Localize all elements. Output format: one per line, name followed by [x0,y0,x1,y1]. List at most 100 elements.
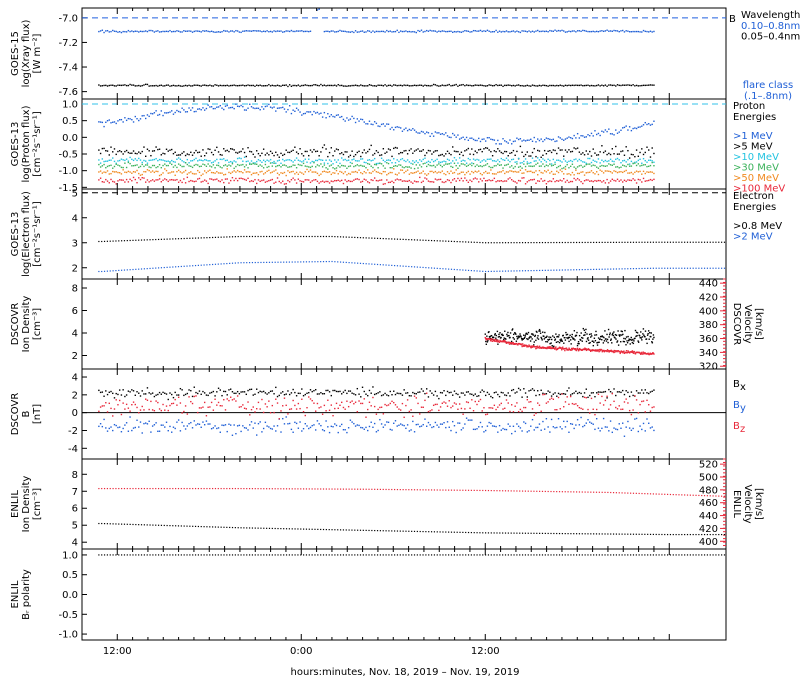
data-point [604,129,607,131]
data-point [648,392,650,395]
data-point [148,159,150,162]
data-point [542,158,544,160]
data-point [597,341,599,344]
data-point [453,150,456,152]
data-point [235,432,237,435]
data-point [118,179,121,181]
data-point [259,84,261,86]
data-point [117,180,119,182]
data-point [328,409,331,411]
data-point [171,431,173,433]
data-point [386,421,388,423]
data-point [219,431,221,433]
data-point [611,172,614,174]
data-point [349,401,352,404]
data-point [502,340,504,343]
data-point [136,118,138,120]
data-point [509,139,511,141]
data-point [158,163,161,166]
data-point [252,107,254,109]
data-point [439,30,442,33]
data-point [306,179,308,181]
data-point [271,31,274,33]
data-point [337,390,339,393]
data-point [606,130,608,133]
data-point [563,173,565,175]
data-point [644,159,646,162]
data-point [365,161,367,164]
data-point [219,31,221,33]
data-point [573,177,575,180]
data-point [360,402,362,405]
data-point [292,177,294,179]
data-point [517,166,520,168]
data-point [587,419,589,421]
data-point [429,181,431,183]
data-point [151,392,154,394]
data-point [344,408,346,410]
data-point [484,180,487,182]
data-point [537,149,539,152]
data-point [247,107,249,109]
data-point [580,30,582,33]
data-point [396,147,398,149]
data-point [353,155,355,158]
data-point [386,85,388,87]
data-point [282,391,284,393]
data-point [531,338,533,340]
data-point [250,388,253,390]
data-point [587,268,589,271]
data-point [429,390,431,392]
data-point [210,391,213,394]
data-point [382,165,385,167]
data-point [582,29,584,32]
data-point [313,1,314,2]
data-point [122,427,124,430]
data-point [524,158,527,160]
data-point [223,174,225,176]
data-point [491,31,494,33]
data-point [512,411,515,413]
data-point [269,427,272,430]
data-point [328,171,331,173]
data-point [245,84,248,87]
data-point [118,159,121,162]
data-point [238,170,241,173]
data-point [176,154,178,156]
data-point [505,164,508,166]
data-point [372,396,374,399]
data-point [430,239,433,242]
data-point [229,106,232,109]
data-point [164,392,166,394]
data-point [304,84,306,86]
data-point [387,123,390,125]
data-point [314,159,317,162]
data-point [313,171,315,173]
data-group [98,235,726,273]
data-point [164,178,166,180]
data-point [205,152,208,154]
data-point [646,418,648,420]
data-point [268,179,270,182]
data-point [491,173,494,175]
data-point [335,114,338,117]
data-point [231,391,234,393]
data-point [405,392,407,394]
data-point [533,269,535,272]
data-point [498,143,501,145]
data-point [266,406,268,408]
data-point [609,30,612,32]
data-point [162,424,164,426]
data-point [374,237,376,239]
data-point [382,264,384,266]
data-point [432,135,435,137]
data-point [221,394,223,397]
data-point [467,84,470,87]
data-point [491,166,494,169]
data-point [450,162,452,164]
data-point [472,171,475,174]
data-point [554,163,556,166]
data-point [332,389,334,392]
data-point [412,391,414,394]
data-point [583,334,585,336]
